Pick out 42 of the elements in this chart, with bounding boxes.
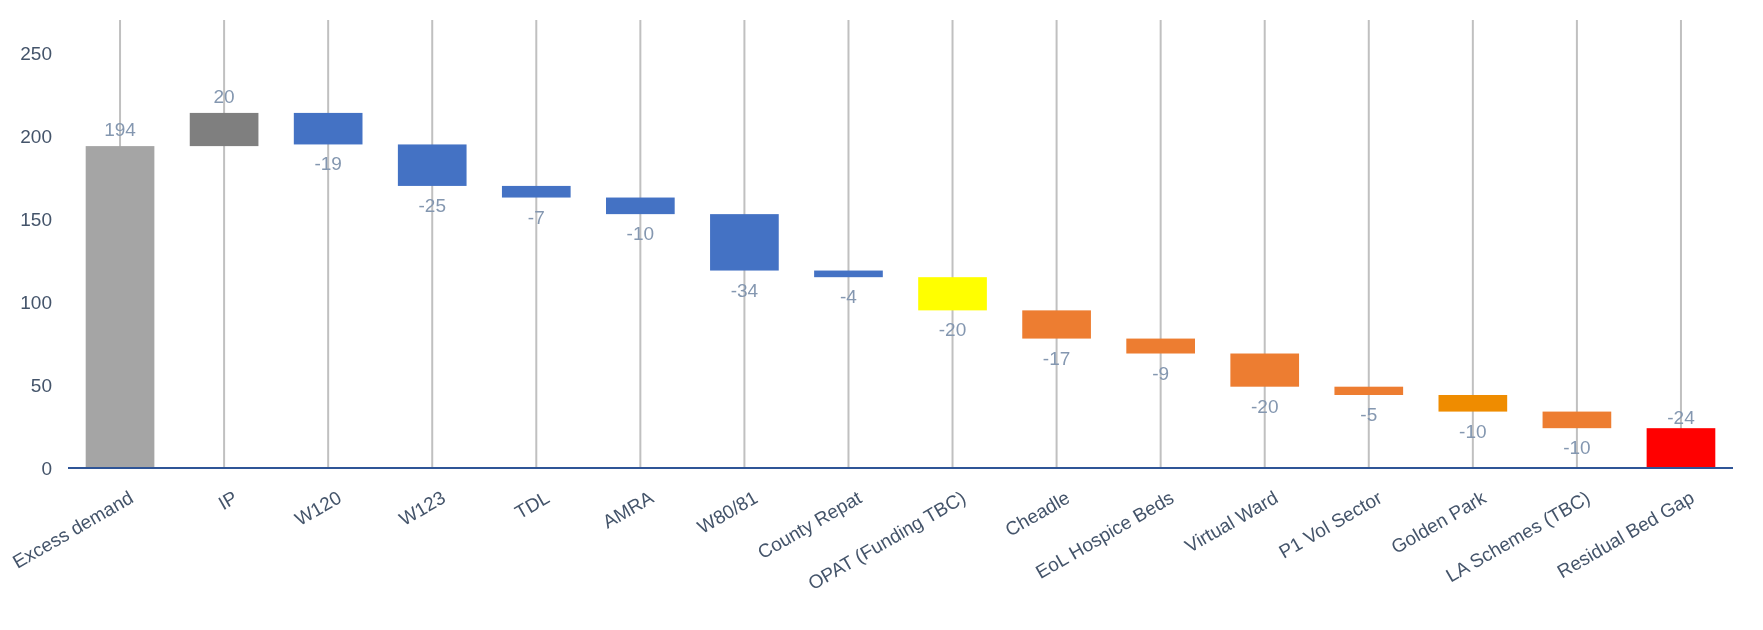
bar [918,277,987,311]
bar [606,197,675,215]
data-label: -4 [840,286,858,308]
bar [1438,394,1508,412]
bar [85,146,155,468]
data-label: -10 [626,223,655,245]
y-tick-label: 200 [20,125,52,147]
data-label: -34 [730,279,759,301]
x-tick-label: W123 [395,486,449,530]
bar [397,144,467,186]
data-label: -24 [1667,407,1696,429]
data-label: 194 [104,119,137,141]
data-label: -7 [527,206,545,228]
y-tick-label: 100 [20,291,52,313]
y-tick-label: 50 [30,374,52,396]
x-tick-label: TDL [511,486,553,523]
data-label: -10 [1459,420,1487,442]
data-label: -5 [1360,403,1378,425]
bar [293,112,363,145]
data-label: 20 [213,85,235,107]
data-label: -19 [314,153,342,175]
bar [189,112,259,147]
data-label: -10 [1563,437,1591,459]
data-label: -20 [938,319,967,341]
y-tick-label: 150 [20,208,52,230]
y-tick-label: 0 [41,457,52,479]
bar [1334,386,1404,395]
data-label: -17 [1042,347,1071,369]
bar [710,214,779,271]
data-label: -20 [1250,395,1279,417]
bar [501,185,571,198]
x-tick-label: IP [214,486,241,514]
bar [814,270,883,278]
data-label: -25 [418,194,446,216]
bar [1646,428,1716,468]
x-tick-label: W120 [291,486,345,530]
bar [1022,310,1091,339]
bar [1542,411,1612,429]
data-label: -9 [1152,362,1170,384]
y-tick-label: 250 [20,42,52,64]
bar [1126,338,1195,354]
bar [1230,353,1300,387]
